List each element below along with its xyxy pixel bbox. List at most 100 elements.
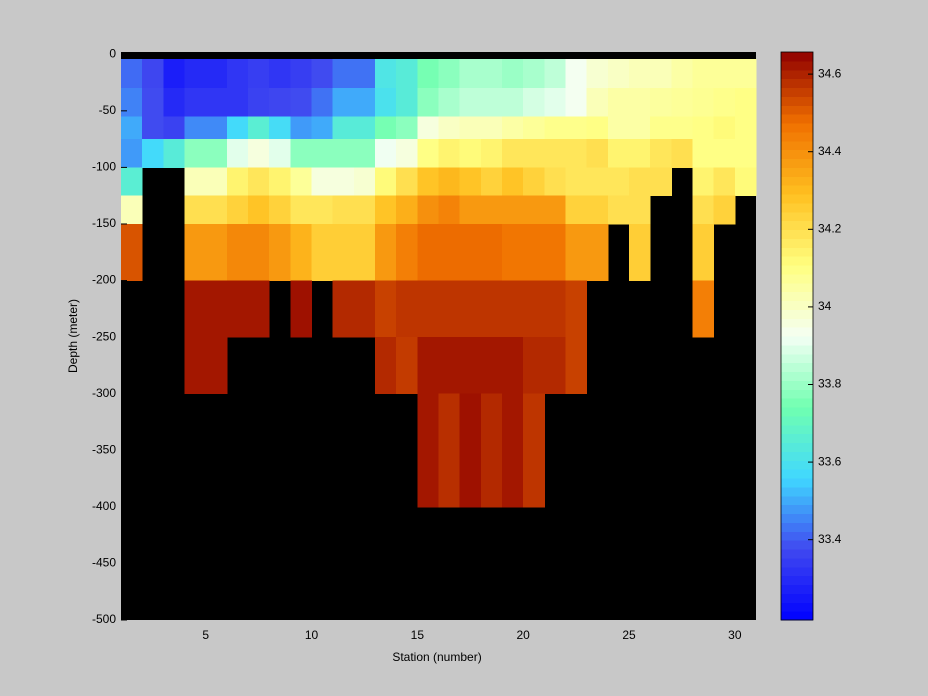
colorbar-band bbox=[781, 247, 813, 257]
colorbar-frame bbox=[780, 51, 814, 621]
colorbar-band bbox=[781, 442, 813, 452]
colorbar-band bbox=[781, 202, 813, 213]
cell bbox=[586, 167, 609, 197]
cell bbox=[671, 116, 693, 140]
cell bbox=[713, 88, 736, 117]
cell bbox=[205, 58, 228, 89]
y-tick-label: -500 bbox=[92, 612, 116, 626]
colorbar-band bbox=[781, 469, 813, 479]
colorbar-band bbox=[781, 407, 813, 417]
colorbar-band bbox=[781, 371, 813, 381]
cell bbox=[332, 167, 355, 197]
colorbar-tick-label: 33.6 bbox=[818, 454, 842, 468]
cell bbox=[269, 139, 291, 168]
cell bbox=[121, 139, 143, 168]
cell bbox=[438, 337, 461, 395]
cell bbox=[565, 337, 588, 395]
colorbar-band bbox=[781, 78, 813, 88]
cell bbox=[269, 58, 291, 89]
cell bbox=[184, 280, 207, 338]
colorbar-band bbox=[781, 327, 813, 337]
cell bbox=[565, 280, 588, 338]
cell bbox=[586, 195, 609, 225]
cell bbox=[311, 139, 334, 168]
x-tick-label: 20 bbox=[516, 628, 530, 642]
y-tick-label: -200 bbox=[92, 273, 116, 287]
cell bbox=[650, 58, 672, 89]
cell bbox=[692, 195, 715, 225]
colorbar-tick-label: 34 bbox=[818, 299, 832, 313]
colorbar-band bbox=[781, 522, 813, 532]
y-tick-label: -100 bbox=[92, 160, 116, 174]
colorbar-band bbox=[781, 52, 813, 62]
cell bbox=[311, 223, 334, 282]
cell bbox=[417, 58, 439, 89]
colorbar-band bbox=[781, 540, 813, 550]
cell bbox=[121, 116, 143, 140]
cell bbox=[544, 88, 566, 117]
cell bbox=[163, 139, 185, 168]
cell bbox=[290, 280, 312, 338]
cell bbox=[438, 88, 461, 117]
colorbar-band bbox=[781, 105, 813, 115]
cell bbox=[311, 116, 334, 140]
cell bbox=[713, 58, 736, 89]
cell bbox=[163, 88, 185, 117]
cell bbox=[480, 58, 503, 89]
cell bbox=[734, 139, 757, 168]
colorbar-band bbox=[781, 238, 813, 248]
cell bbox=[375, 223, 397, 282]
cell bbox=[311, 195, 334, 225]
cell bbox=[607, 139, 630, 168]
colorbar-band bbox=[781, 336, 813, 346]
cell bbox=[459, 223, 482, 282]
colorbar-band bbox=[781, 131, 813, 142]
cell bbox=[502, 116, 524, 140]
cell bbox=[163, 116, 185, 140]
cell bbox=[332, 88, 355, 117]
colorbar-tick-label: 34.2 bbox=[818, 221, 842, 235]
cell bbox=[184, 195, 207, 225]
cell bbox=[692, 167, 715, 197]
colorbar-band bbox=[781, 96, 813, 106]
cell bbox=[205, 139, 228, 168]
cell bbox=[480, 337, 503, 395]
cell bbox=[375, 195, 397, 225]
colorbar-band bbox=[781, 593, 813, 603]
cell bbox=[184, 58, 207, 89]
cell bbox=[417, 337, 439, 395]
cell bbox=[502, 167, 524, 197]
cell bbox=[650, 116, 672, 140]
cell bbox=[502, 280, 524, 338]
cell bbox=[671, 58, 693, 89]
cell bbox=[523, 195, 545, 225]
cell bbox=[269, 195, 291, 225]
cell bbox=[269, 223, 291, 282]
cell bbox=[586, 223, 609, 282]
cell bbox=[375, 58, 397, 89]
cell bbox=[290, 195, 312, 225]
cell bbox=[226, 88, 249, 117]
colorbar-band bbox=[781, 415, 813, 426]
cell bbox=[438, 139, 461, 168]
colorbar-band bbox=[781, 123, 813, 133]
cell bbox=[692, 139, 715, 168]
x-tick-label: 15 bbox=[411, 628, 425, 642]
cell bbox=[396, 167, 418, 197]
cell bbox=[502, 393, 524, 508]
cell bbox=[734, 167, 757, 197]
colorbar-band bbox=[781, 291, 813, 301]
cell bbox=[226, 223, 249, 282]
x-tick-label: 30 bbox=[728, 628, 742, 642]
cell bbox=[480, 88, 503, 117]
cell bbox=[142, 116, 164, 140]
cell bbox=[226, 58, 249, 89]
cell bbox=[713, 116, 736, 140]
cell bbox=[480, 223, 503, 282]
cell bbox=[248, 280, 270, 338]
cell bbox=[523, 337, 545, 395]
cell bbox=[332, 58, 355, 89]
x-tick-label: 25 bbox=[622, 628, 636, 642]
y-tick-label: -400 bbox=[92, 499, 116, 513]
